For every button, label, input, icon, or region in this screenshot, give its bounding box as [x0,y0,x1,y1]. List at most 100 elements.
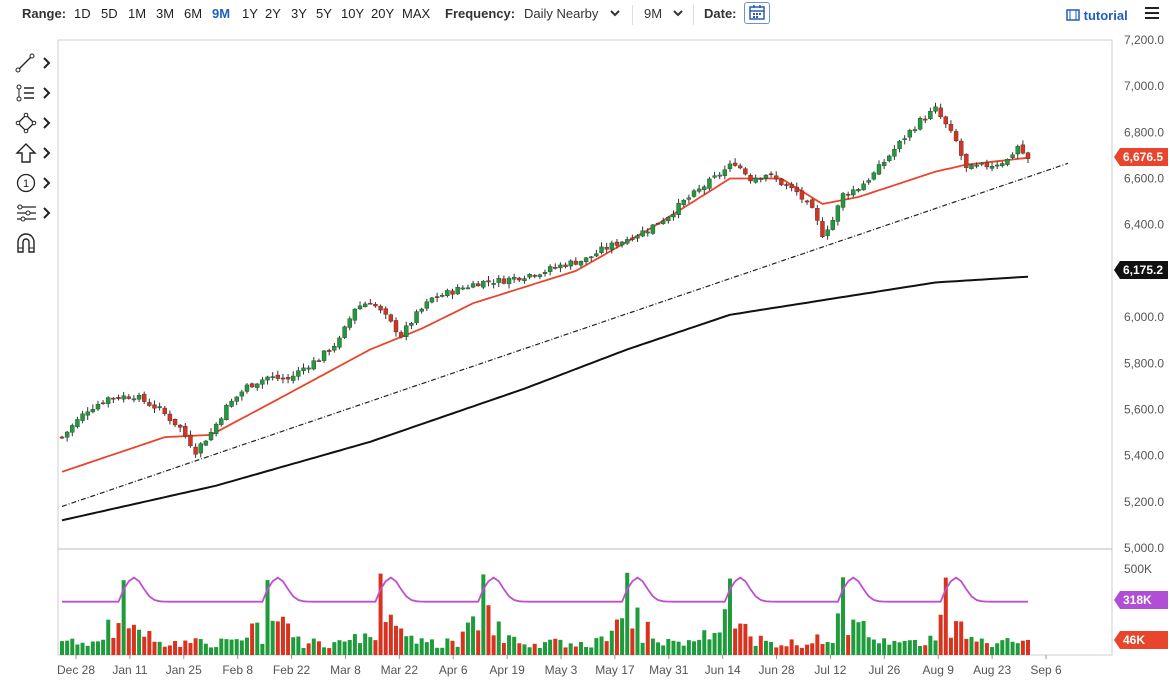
candle-body [825,229,830,236]
range-3m[interactable]: 3M [156,6,175,21]
range-max[interactable]: MAX [402,6,431,21]
volume-bar [620,618,625,655]
volume-bar [404,636,409,655]
volume-bar [748,636,753,655]
tutorial-label: tutorial [1083,8,1128,23]
volume-bar [774,647,779,655]
volume-ma-badge-text: 318K [1123,593,1152,607]
range-1y[interactable]: 1Y [242,6,258,21]
candle-body [727,163,733,170]
volume-bar [85,645,90,655]
range-1d[interactable]: 1D [74,6,91,21]
candle-body [830,220,835,230]
candle-body [301,367,306,372]
range-1m[interactable]: 1M [128,6,147,21]
volume-bar [496,621,501,655]
candle-body [738,165,743,169]
candle-body [938,107,943,118]
volume-bar [830,642,835,655]
candle-body [1000,163,1005,166]
list-tool-icon[interactable] [14,82,54,104]
range-9m[interactable]: 9M [212,6,231,21]
candle-body [861,183,866,191]
volume-bar [465,622,470,655]
candle-body [650,224,656,234]
chevron-down-icon[interactable] [609,7,621,19]
settings-tool-icon[interactable] [14,202,54,224]
range-5y[interactable]: 5Y [316,6,332,21]
volume-bar [322,647,327,655]
magnet-icon[interactable] [14,232,54,254]
candle-body [429,297,435,303]
volume-bar [445,638,450,655]
arrow-up-tool-icon[interactable] [14,142,54,164]
svg-text:1: 1 [23,178,29,190]
line-tool-icon[interactable] [14,52,54,74]
volume-bar [892,640,897,655]
volume-bar [697,639,702,655]
volume-bar [866,637,871,655]
candle-body [172,418,178,426]
period-select[interactable]: 9M [644,6,663,21]
candle-body [686,197,692,200]
date-picker-button[interactable] [744,2,770,24]
volume-bar [758,635,763,655]
hamburger-menu-icon[interactable] [1144,6,1160,20]
volume-bar [301,647,306,655]
volume-bar [717,632,722,655]
candle-body [85,411,90,416]
range-6m[interactable]: 6M [184,6,203,21]
volume-bar [203,643,208,655]
range-5d[interactable]: 5D [101,6,118,21]
candle-body [434,296,440,298]
volume-bar [887,644,892,655]
x-axis-date-label: Aug 23 [973,663,1011,677]
candle-body [917,118,923,130]
volume-bar [666,639,671,655]
candle-body [450,290,455,295]
candle-body [676,202,681,215]
candle-body [892,149,897,157]
candle-body [476,283,481,287]
number-tool-icon[interactable]: 1 [14,172,54,194]
x-axis-date-label: Feb 8 [222,663,253,677]
volume-bar [722,609,727,655]
calendar-icon [749,5,765,20]
volume-bar [388,614,393,655]
volume-bar [131,624,136,655]
range-20y[interactable]: 20Y [371,6,395,21]
candle-body [851,189,856,196]
candle-body [517,277,522,281]
volume-bar [995,643,1000,655]
long-ma-badge-text: 6,175.2 [1123,263,1163,277]
price-tick-label: 7,000.0 [1124,79,1164,93]
candle-body [768,173,774,176]
volume-bar [126,628,131,655]
frequency-select[interactable]: Daily Nearby [524,6,599,21]
chevron-down-icon[interactable] [672,7,684,19]
range-10y[interactable]: 10Y [341,6,365,21]
candle-body [625,239,630,244]
candle-body [373,304,378,307]
volume-bar [856,622,861,655]
candle-body [568,260,573,267]
volume-bar [219,638,224,655]
range-3y[interactable]: 3Y [291,6,307,21]
shape-tool-icon[interactable] [14,112,54,134]
tutorial-link[interactable]: tutorial [1066,8,1128,23]
volume-bar [1010,641,1015,655]
candle-body [136,395,142,400]
range-2y[interactable]: 2Y [265,6,281,21]
volume-bar [835,613,840,655]
candle-body [470,283,476,288]
candle-body [959,140,964,156]
volume-bar [671,640,676,655]
x-axis-date-label: Aug 9 [923,663,955,677]
candle-body [666,216,671,222]
candle-body [409,323,414,326]
volume-bar [116,623,121,655]
volume-bar [193,638,198,655]
candle-body [630,237,635,240]
candle-body [953,131,959,141]
